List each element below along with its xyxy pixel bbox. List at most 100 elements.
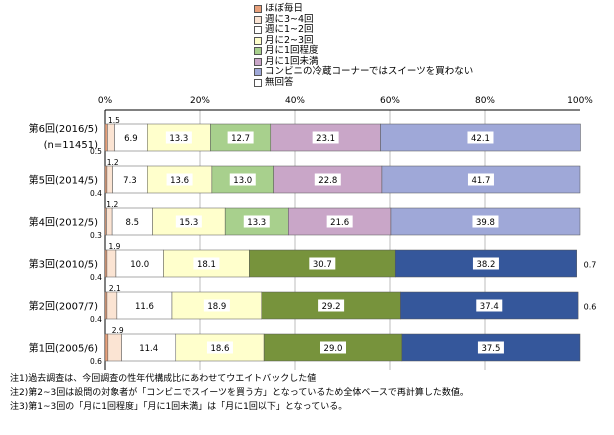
data-label-bg [476, 299, 503, 312]
data-label: 0.6 [584, 303, 597, 312]
data-label: 29.0 [324, 344, 343, 354]
data-label-bg [472, 215, 499, 228]
data-label: 1.5 [108, 116, 120, 125]
x-tick-label: 100% [567, 96, 593, 106]
data-label-bg [243, 215, 270, 228]
data-label: 12.7 [231, 134, 250, 144]
legend-label: 週に3~4回 [265, 13, 314, 25]
legend-label: 月に1回程度 [265, 45, 319, 56]
legend-item: 月に2~3回 [254, 34, 473, 47]
data-label-bg [467, 131, 494, 144]
x-tick-label: 40% [285, 96, 305, 106]
data-label: 13.0 [233, 176, 252, 186]
data-label: 30.7 [313, 260, 332, 270]
legend-item: 月に1回未満 [254, 55, 473, 68]
legend-swatch [254, 68, 262, 77]
legend-item: 無回答 [254, 76, 473, 89]
data-label: 29.2 [322, 302, 341, 312]
legend-swatch [254, 26, 262, 35]
data-label: 2.1 [109, 284, 121, 293]
x-tick-label: 80% [475, 96, 495, 106]
legend-swatch [254, 5, 262, 14]
x-tick-label: 20% [190, 96, 210, 106]
legend-swatch [254, 78, 262, 87]
bar-segment [104, 165, 108, 194]
data-label-bg [472, 257, 499, 270]
data-label-bg [135, 341, 162, 354]
data-label-bg [193, 257, 220, 270]
bar-segment [104, 291, 108, 320]
data-label-bg [477, 341, 504, 354]
data-label: 37.4 [480, 302, 499, 312]
data-label: 0.5 [90, 147, 102, 156]
data-label-bg [314, 173, 341, 186]
data-label-bg [117, 131, 144, 144]
data-label-bg [320, 341, 346, 354]
legend-swatch [254, 47, 262, 56]
data-label-bg [175, 215, 202, 228]
legend-swatch [254, 15, 262, 24]
data-label-bg [227, 131, 254, 144]
data-label-bg [318, 299, 345, 312]
footnote-1: 注1)過去調査は、今回調査の性年代構成比にあわせてウエイトバックした値 [10, 374, 317, 384]
bar-segment [104, 249, 108, 278]
data-label: 0.6 [90, 357, 102, 366]
data-label: 1.2 [107, 158, 119, 167]
data-label-bg [229, 173, 256, 186]
category-label: 第5回(2014/5) [29, 174, 98, 187]
data-label: 7.3 [123, 176, 137, 186]
category-sublabel: (n=11451) [44, 140, 98, 151]
data-label: 13.3 [169, 134, 188, 144]
data-label: 41.7 [471, 176, 490, 186]
bar-segment [107, 333, 122, 362]
x-tick-label: 0% [98, 96, 113, 106]
category-label: 第6回(2016/5) [29, 122, 98, 135]
data-label-bg [206, 341, 233, 354]
footnotes: 注1)過去調査は、今回調査の性年代構成比にあわせてウエイトバックした値 注2)第… [10, 372, 469, 414]
legend-label: ほぼ毎日 [265, 3, 304, 14]
legend-label: 月に2~3回 [265, 34, 314, 46]
bar-segment [106, 291, 118, 320]
legend-item: 週に1~2回 [254, 24, 473, 36]
data-label: 13.6 [170, 176, 189, 186]
data-label-bg [326, 215, 353, 228]
data-label: 18.9 [207, 302, 226, 312]
data-label-bg [126, 257, 153, 270]
x-tick-label: 60% [380, 96, 400, 106]
legend-item: 週に3~4回 [254, 13, 473, 26]
category-label: 第4回(2012/5) [29, 216, 98, 229]
data-label-bg [467, 173, 494, 186]
data-label-bg [166, 173, 193, 186]
bar-segment [106, 249, 117, 278]
data-label: 13.3 [247, 218, 266, 228]
data-label: 18.6 [210, 344, 229, 354]
bar-segment [106, 207, 113, 236]
data-label: 42.1 [471, 134, 490, 144]
data-label-bg [119, 215, 146, 228]
category-label: 第3回(2010/5) [29, 258, 98, 271]
data-label: 0.3 [90, 231, 102, 240]
legend-label: 無回答 [265, 76, 294, 88]
data-label: 37.5 [481, 344, 500, 354]
category-label: 第1回(2005/6) [29, 342, 98, 355]
data-label: 23.1 [316, 134, 335, 144]
legend-label: コンビニの冷蔵コーナーではスイーツを買わない [265, 66, 474, 77]
data-label: 22.8 [318, 176, 337, 186]
category-label: 第2回(2007/7) [29, 300, 98, 313]
data-label: 6.9 [124, 134, 138, 144]
legend-label: 月に1回未満 [265, 55, 319, 67]
footnote-2: 注2)第2~3回は設問の対象者が「コンビニでスイーツを買う方」となっているため全… [10, 388, 469, 398]
data-label-bg [165, 131, 192, 144]
legend-item: コンビニの冷蔵コーナーではスイーツを買わない [254, 66, 474, 78]
data-label: 10.0 [130, 260, 149, 270]
data-label: 11.4 [139, 344, 158, 354]
data-label-bg [131, 299, 158, 312]
bar-segment [104, 333, 109, 362]
legend-item: 月に1回程度 [254, 45, 473, 57]
footnote-3: 注3)第1~3回の「月に1回程度」「月に1回未満」は「月に1回以下」となっている… [10, 402, 348, 412]
data-label-bg [309, 257, 336, 270]
data-label: 11.6 [135, 302, 154, 312]
data-label: 0.7 [584, 261, 597, 270]
data-label: 0.4 [90, 273, 102, 282]
data-label: 2.9 [112, 326, 124, 335]
